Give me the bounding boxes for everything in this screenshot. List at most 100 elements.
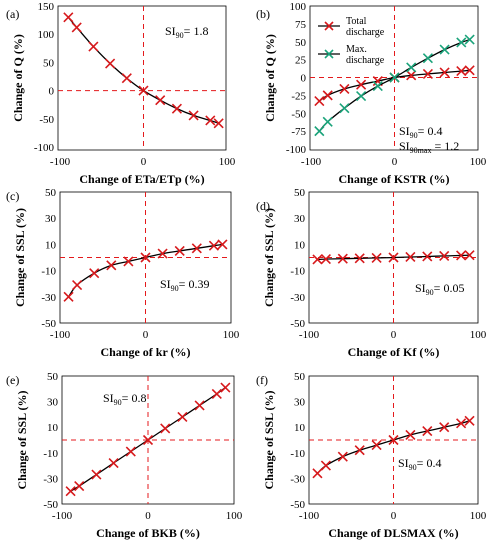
panel-label: (a) — [6, 7, 19, 21]
si-value: = 1.2 — [431, 139, 459, 153]
y-axis-title: Change of SSL (%) — [262, 390, 276, 489]
x-tick-label: -100 — [52, 510, 73, 522]
y-tick-label: 50 — [294, 371, 306, 383]
y-tick-label: -50 — [41, 318, 56, 330]
sensitivity-index-label: SI90= 1.8 — [165, 24, 208, 40]
data-point — [439, 422, 450, 433]
data-point — [108, 457, 119, 469]
x-tick-label: 0 — [391, 329, 397, 341]
data-point — [371, 440, 382, 451]
sensitivity-index-label: SI90= 0.39 — [160, 277, 209, 293]
x-tick-label: 100 — [226, 510, 243, 522]
data-point — [406, 62, 417, 73]
y-tick-label: -30 — [290, 292, 305, 304]
y-tick-label: -30 — [43, 473, 58, 485]
y-axis-title: Change of Q (%) — [263, 34, 277, 122]
data-point — [63, 291, 74, 302]
si-value: = 0.4 — [417, 456, 442, 470]
x-tick-label: 0 — [392, 156, 398, 168]
si-symbol: SI — [399, 124, 410, 138]
panel-label: (c) — [6, 189, 19, 203]
y-tick-label: 30 — [45, 213, 57, 225]
data-point — [71, 22, 82, 33]
data-point — [422, 53, 433, 64]
x-tick-label: -100 — [299, 510, 320, 522]
panel-c: 50 30 10 -10 -30 -50-100 0 100 Change of kr (%) C… — [6, 187, 240, 359]
data-point — [74, 481, 85, 492]
legend-line-text: Max. — [346, 44, 367, 55]
legend-line-text: discharge — [346, 55, 385, 66]
si-value: = 0.8 — [122, 391, 147, 405]
panel-label: (b) — [256, 7, 270, 21]
data-point — [220, 382, 231, 393]
data-point — [65, 486, 76, 497]
data-point — [91, 469, 102, 480]
y-tick-label: -50 — [43, 499, 58, 511]
si-subscript: 90 — [176, 31, 184, 40]
legend-line-text: Total — [346, 16, 367, 27]
si-value: = 1.8 — [184, 24, 209, 38]
si-symbol: SI — [398, 456, 409, 470]
y-tick-label: -50 — [291, 108, 306, 120]
data-point — [213, 118, 224, 129]
data-point — [140, 252, 151, 263]
data-point — [217, 239, 228, 250]
data-point — [339, 103, 350, 114]
data-point — [464, 34, 475, 45]
y-tick-label: 25 — [295, 55, 307, 67]
data-point — [312, 468, 323, 479]
data-point — [211, 388, 222, 399]
data-point — [188, 110, 199, 121]
sensitivity-index-label: SI90= 0.4 — [399, 124, 442, 140]
panel-f: 50 30 10 -10 -30 -50-100 0 100 Change of DLSMAX … — [256, 371, 487, 540]
x-axis-title: Change of DLSMAX (%) — [328, 526, 458, 540]
data-point — [356, 79, 367, 90]
si-symbol: SI — [399, 139, 410, 153]
data-point — [456, 65, 467, 77]
data-point — [389, 72, 400, 83]
x-axis-title: Change of ETa/ETp (%) — [79, 172, 204, 186]
si-subscript: 90 — [409, 463, 417, 472]
data-point — [456, 418, 467, 429]
data-point — [160, 423, 171, 434]
data-point — [388, 434, 399, 446]
y-tick-label: -30 — [290, 473, 305, 485]
data-point — [194, 400, 205, 411]
si-symbol: SI — [165, 24, 176, 38]
y-tick-label: -10 — [43, 448, 58, 460]
si-subscript: 90 — [171, 284, 179, 293]
legend-marker — [324, 21, 334, 31]
legend-marker — [324, 49, 334, 59]
sensitivity-index-label: SI90= 0.4 — [398, 456, 441, 472]
data-point — [422, 425, 433, 437]
data-point — [339, 83, 350, 95]
x-tick-label: -100 — [299, 329, 320, 341]
data-point — [354, 253, 365, 264]
x-axis-title: Change of BKB (%) — [96, 526, 200, 540]
si-subscript: 90 — [114, 398, 122, 407]
y-tick-label: 30 — [47, 397, 59, 409]
x-tick-label: 0 — [391, 510, 397, 522]
y-axis-title: Change of Q (%) — [11, 34, 25, 122]
y-tick-label: 30 — [294, 397, 306, 409]
data-point — [138, 85, 149, 96]
y-tick-label: 150 — [38, 1, 55, 13]
panel-label: (f) — [256, 373, 268, 387]
data-point — [322, 90, 333, 101]
y-tick-label: 75 — [295, 19, 307, 31]
data-point — [106, 260, 117, 271]
data-point — [208, 240, 219, 251]
y-tick-label: -30 — [41, 292, 56, 304]
data-point — [337, 451, 348, 462]
x-tick-label: 0 — [141, 156, 147, 168]
data-point — [356, 91, 367, 102]
data-point — [121, 73, 132, 84]
data-point — [371, 252, 382, 263]
x-tick-label: -100 — [50, 329, 71, 341]
x-tick-label: -100 — [50, 156, 71, 168]
x-axis-title: Change of kr (%) — [100, 345, 190, 359]
data-point — [422, 251, 433, 262]
legend-line-text: discharge — [346, 27, 385, 38]
x-tick-label: 0 — [143, 329, 149, 341]
panel-d: 50 30 10 -10 -30 -50-100 0 100 Change of Kf (%) C… — [256, 187, 487, 359]
